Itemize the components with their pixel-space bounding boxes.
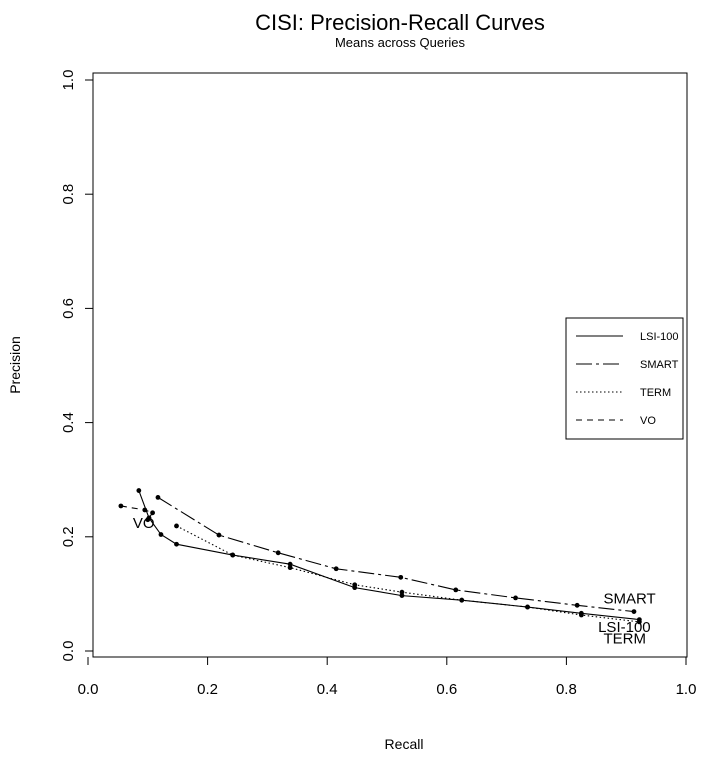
curve-label: TERM [603, 631, 646, 648]
x-axis: 0.0 0.2 0.4 0.6 0.8 1.0 [78, 657, 697, 698]
data-point-smart [453, 587, 459, 593]
series-layer [118, 488, 642, 625]
y-axis-label: Precision [7, 336, 23, 394]
series-line-term [176, 525, 640, 623]
data-point-vo [142, 507, 148, 513]
x-tick-label: 0.8 [556, 681, 577, 698]
data-point-lsi-100 [158, 532, 164, 537]
data-point-smart [631, 609, 637, 615]
chart-subtitle: Means across Queries [335, 35, 466, 50]
plot-frame [92, 72, 688, 658]
x-tick-label: 0.6 [436, 681, 457, 698]
x-tick-label: 0.0 [78, 681, 99, 698]
data-point-smart [574, 602, 580, 608]
data-point-vo [150, 510, 155, 516]
data-point-term [399, 589, 405, 595]
y-tick-label: 0.2 [60, 526, 77, 547]
data-point-term [578, 612, 584, 618]
chart-title: CISI: Precision-Recall Curves [255, 10, 545, 35]
legend-label-term: TERM [640, 387, 671, 399]
data-point-term [287, 565, 293, 571]
data-point-term [174, 523, 179, 529]
y-tick-label: 0.6 [60, 298, 77, 319]
data-point-smart [275, 550, 281, 556]
x-tick-label: 0.4 [317, 681, 338, 698]
data-point-smart [333, 566, 339, 572]
data-point-smart [155, 495, 161, 500]
legend-box [565, 317, 684, 440]
legend-label-smart: SMART [640, 359, 679, 371]
data-point-term [230, 552, 236, 558]
data-point-lsi-100 [136, 488, 142, 493]
y-tick-label: 0.8 [60, 184, 77, 205]
data-point-vo [118, 503, 124, 509]
legend: LSI-100 SMART TERM VO [565, 317, 684, 440]
data-point-lsi-100 [399, 593, 405, 599]
curve-label: VO [133, 515, 155, 532]
data-point-smart [513, 595, 518, 601]
y-tick-label: 1.0 [60, 70, 77, 91]
data-point-smart [216, 532, 222, 538]
data-point-lsi-100 [287, 561, 293, 567]
curve-label: SMART [603, 591, 655, 608]
series-line-vo [120, 505, 154, 520]
data-point-lsi-100 [174, 541, 179, 547]
y-axis: 0.0 0.2 0.4 0.6 0.8 1.0 [60, 70, 93, 662]
data-point-term [636, 619, 642, 625]
data-point-term [525, 604, 530, 610]
legend-label-vo: VO [640, 415, 656, 427]
y-tick-label: 0.0 [60, 641, 77, 662]
data-point-term [459, 597, 465, 603]
x-axis-label: Recall [385, 736, 424, 752]
data-point-vo [145, 517, 151, 523]
y-tick-label: 0.4 [60, 412, 77, 433]
curve-label: LSI-100 [598, 619, 651, 636]
data-point-smart [398, 574, 404, 580]
legend-label-lsi-100: LSI-100 [640, 331, 679, 343]
x-tick-label: 1.0 [676, 681, 697, 698]
series-line-lsi-100 [138, 490, 640, 621]
x-tick-label: 0.2 [197, 681, 218, 698]
data-point-term [352, 582, 358, 588]
